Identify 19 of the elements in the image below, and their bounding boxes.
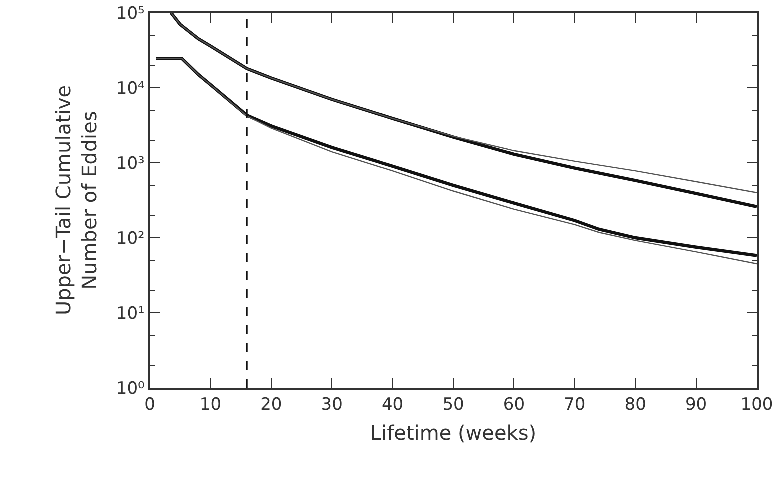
y-tick-label: 10¹ [116, 304, 145, 324]
x-tick-label: 40 [382, 395, 404, 416]
x-tick-label: 30 [321, 395, 343, 416]
x-tick-label: 100 [740, 395, 774, 416]
y-tick-label: 10² [116, 228, 145, 249]
x-tick-label: 90 [685, 395, 708, 416]
x-tick-label: 60 [503, 395, 526, 416]
x-tick-label: 50 [442, 395, 464, 416]
x-tick-label: 20 [260, 395, 282, 416]
x-tick-label: 70 [564, 395, 586, 416]
y-axis-title: Upper−Tail Cumulative Number of Eddies [51, 85, 102, 316]
y-tick-label: 10⁰ [116, 378, 146, 399]
x-tick-label: 0 [144, 395, 156, 416]
y-tick-label: 10⁵ [116, 4, 145, 24]
y-tick-label: 10⁴ [116, 78, 146, 99]
y-tick-label: 10³ [116, 154, 145, 174]
x-tick-label: 10 [200, 395, 222, 416]
x-axis-title: Lifetime (weeks) [370, 421, 537, 446]
x-tick-label: 80 [624, 395, 646, 416]
